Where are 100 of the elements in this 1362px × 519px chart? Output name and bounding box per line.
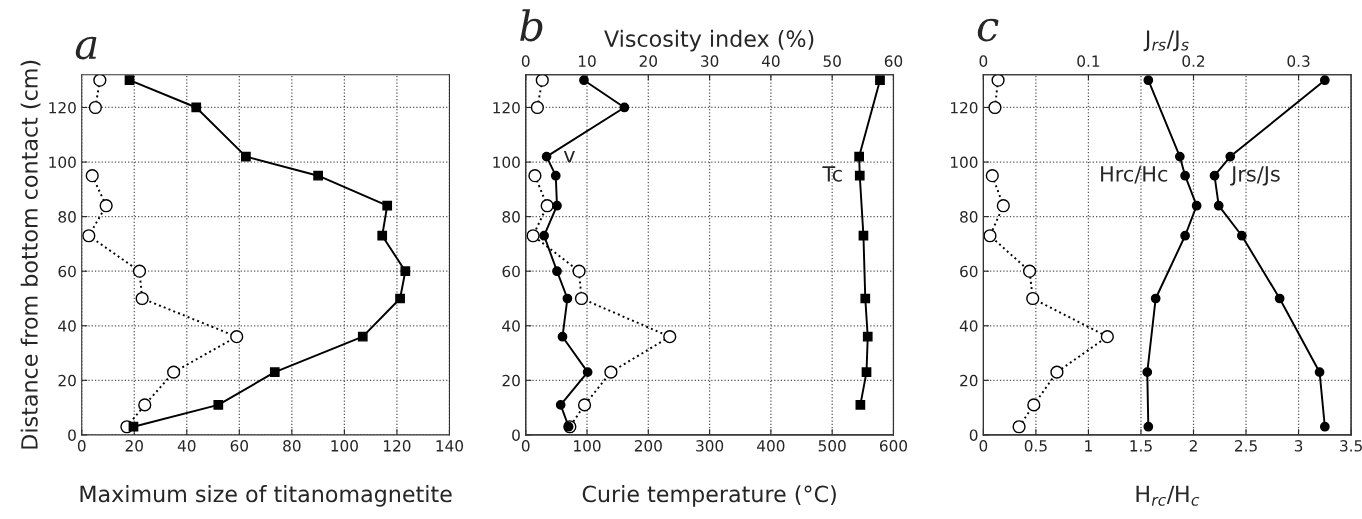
- point: [1022, 264, 1037, 278]
- x-tick-label: 100: [331, 440, 358, 452]
- point: [191, 102, 202, 113]
- chart-title: b: [520, 9, 543, 42]
- point: [167, 365, 181, 379]
- x-tick-label: 3.5: [1340, 440, 1362, 452]
- point: [535, 74, 549, 87]
- point: [1143, 75, 1154, 86]
- y-tick-label: 120: [951, 101, 978, 114]
- point: [875, 75, 885, 86]
- x-axis-title: Curie temperature (°C): [582, 485, 836, 507]
- point: [1027, 398, 1041, 412]
- point: [269, 367, 280, 378]
- point: [135, 291, 149, 306]
- point: [241, 151, 251, 162]
- series-label: Tc: [822, 166, 842, 182]
- y-tick-label: 40: [959, 320, 978, 332]
- x2-tick-label: 10: [578, 55, 596, 67]
- point: [530, 100, 544, 115]
- x2-axis-title: J$_{rs}$/J$_{s}$: [1143, 30, 1189, 52]
- point: [1012, 420, 1026, 434]
- point: [230, 330, 244, 344]
- y-tick-label: 120: [49, 101, 76, 114]
- x2-tick-label: 50: [823, 55, 841, 67]
- point: [85, 169, 99, 183]
- x2-tick-label: 0.3: [1287, 55, 1310, 67]
- x-tick-label: 100: [574, 440, 601, 452]
- point: [400, 266, 411, 277]
- point: [604, 365, 618, 379]
- x2-tick-label: 0.1: [1077, 55, 1100, 67]
- point: [983, 229, 997, 243]
- x-tick-label: 2: [1189, 440, 1197, 452]
- x2-tick-label: 20: [639, 55, 658, 67]
- x-tick-label: 120: [384, 440, 411, 452]
- y-tick-label: 100: [49, 156, 76, 169]
- x-axis-title: H$_{rc}$/H$_{c}$: [1136, 485, 1200, 506]
- y-tick-label: 60: [502, 265, 520, 278]
- point: [1174, 151, 1185, 162]
- point: [213, 400, 224, 410]
- x-tick-label: 2.5: [1235, 440, 1257, 452]
- x-tick-label: 3: [1294, 440, 1303, 452]
- point: [132, 264, 147, 278]
- point: [1180, 230, 1190, 241]
- y-tick-label: 100: [951, 156, 978, 169]
- y-tick-label: 0: [969, 429, 978, 441]
- point: [526, 229, 540, 243]
- x-tick-label: 60: [230, 440, 249, 452]
- x-tick-label: 1.5: [1130, 440, 1152, 452]
- x2-tick-label: 30: [701, 55, 719, 67]
- point: [1142, 367, 1153, 378]
- x-tick-label: 600: [879, 440, 908, 452]
- y-tick-label: 20: [960, 374, 978, 387]
- point: [1050, 365, 1064, 379]
- x-tick-label: 0: [77, 440, 86, 452]
- x2-tick-label: 0.2: [1182, 55, 1205, 67]
- point: [382, 200, 393, 211]
- x2-axis-title: Viscosity index (%): [604, 29, 814, 52]
- point: [82, 229, 96, 243]
- y-tick-label: 40: [502, 320, 520, 332]
- x-tick-label: 0: [521, 440, 530, 452]
- y-tick-label: 20: [58, 374, 76, 387]
- y-tick-label: 80: [58, 211, 76, 223]
- y-tick-label: 60: [58, 265, 76, 278]
- point: [855, 400, 866, 410]
- point: [572, 264, 586, 278]
- x-tick-label: 0.5: [1024, 440, 1047, 452]
- point: [1150, 293, 1161, 304]
- point: [861, 367, 872, 378]
- point: [1026, 291, 1040, 306]
- point: [854, 151, 865, 162]
- y-tick-label: 80: [502, 211, 520, 223]
- point: [540, 199, 554, 213]
- point: [88, 100, 102, 115]
- point: [574, 291, 589, 306]
- point: [996, 199, 1010, 213]
- y-tick-label: 20: [502, 374, 520, 387]
- point: [1100, 330, 1114, 344]
- point: [985, 169, 999, 183]
- series-label: Hrc/Hc: [1101, 166, 1168, 184]
- y-tick-label: 40: [58, 320, 76, 332]
- x-tick-label: 20: [125, 440, 143, 452]
- x-tick-label: 140: [436, 440, 464, 452]
- point: [99, 199, 113, 213]
- chart-title: a: [75, 36, 97, 60]
- point: [138, 398, 152, 412]
- series-label: v: [563, 150, 575, 163]
- series-label: Jrs/Js: [1230, 166, 1280, 186]
- point: [377, 230, 388, 241]
- x-tick-label: 1: [1085, 440, 1092, 452]
- x2-tick-label: 0: [979, 55, 988, 67]
- point: [991, 74, 1005, 87]
- y-axis-title: Distance from bottom contact (cm): [20, 60, 41, 449]
- point: [1180, 170, 1190, 181]
- y-tick-label: 60: [960, 265, 978, 278]
- point: [128, 421, 139, 432]
- point: [577, 398, 592, 412]
- x2-tick-label: 60: [884, 55, 903, 67]
- x-axis-title: Maximum size of titanomagnetite: [80, 485, 452, 507]
- x-tick-label: 500: [818, 440, 846, 452]
- x-tick-label: 200: [634, 440, 662, 452]
